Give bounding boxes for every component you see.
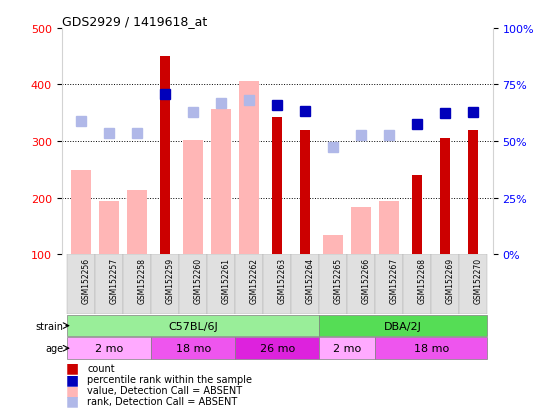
Text: age: age — [45, 343, 63, 354]
Text: GSM152268: GSM152268 — [417, 257, 426, 303]
Bar — [440, 139, 450, 254]
Bar — [352, 208, 371, 254]
Bar — [380, 202, 399, 254]
Bar — [468, 131, 478, 254]
Text: rank, Detection Call = ABSENT: rank, Detection Call = ABSENT — [87, 396, 238, 406]
Bar — [212, 109, 231, 254]
FancyBboxPatch shape — [235, 254, 263, 315]
FancyBboxPatch shape — [123, 254, 151, 315]
FancyBboxPatch shape — [291, 254, 319, 315]
FancyBboxPatch shape — [403, 254, 431, 315]
Text: GSM152258: GSM152258 — [137, 257, 146, 303]
Text: percentile rank within the sample: percentile rank within the sample — [87, 374, 253, 384]
Bar — [324, 236, 343, 254]
FancyBboxPatch shape — [95, 254, 123, 315]
FancyBboxPatch shape — [319, 254, 347, 315]
Text: GSM152259: GSM152259 — [165, 257, 174, 304]
Text: GSM152261: GSM152261 — [221, 257, 230, 303]
Text: 18 mo: 18 mo — [414, 343, 449, 354]
FancyBboxPatch shape — [151, 337, 235, 359]
FancyBboxPatch shape — [67, 315, 319, 337]
FancyBboxPatch shape — [263, 254, 291, 315]
FancyBboxPatch shape — [459, 254, 487, 315]
Text: 2 mo: 2 mo — [333, 343, 361, 354]
Bar — [128, 191, 147, 254]
Text: C57BL/6J: C57BL/6J — [169, 321, 218, 331]
Bar — [272, 118, 282, 254]
Text: GSM152264: GSM152264 — [305, 257, 314, 304]
FancyBboxPatch shape — [207, 254, 235, 315]
Bar — [412, 176, 422, 254]
FancyBboxPatch shape — [179, 254, 207, 315]
FancyBboxPatch shape — [67, 254, 95, 315]
Bar — [240, 81, 259, 254]
FancyBboxPatch shape — [319, 315, 487, 337]
Bar — [72, 171, 91, 254]
FancyBboxPatch shape — [235, 337, 319, 359]
Text: GSM152269: GSM152269 — [445, 257, 454, 304]
Text: GSM152262: GSM152262 — [249, 257, 258, 303]
Text: ■: ■ — [66, 361, 79, 375]
FancyBboxPatch shape — [151, 254, 179, 315]
Text: GSM152263: GSM152263 — [277, 257, 286, 304]
Text: ■: ■ — [66, 394, 79, 408]
FancyBboxPatch shape — [375, 337, 487, 359]
FancyBboxPatch shape — [375, 254, 403, 315]
Text: strain: strain — [35, 321, 63, 331]
FancyBboxPatch shape — [67, 337, 151, 359]
Text: GSM152270: GSM152270 — [473, 257, 482, 304]
Text: count: count — [87, 363, 115, 373]
Text: 2 mo: 2 mo — [95, 343, 123, 354]
Text: DBA/2J: DBA/2J — [384, 321, 422, 331]
FancyBboxPatch shape — [431, 254, 459, 315]
Bar — [160, 57, 170, 254]
Text: 18 mo: 18 mo — [176, 343, 211, 354]
Bar — [184, 140, 203, 254]
Text: value, Detection Call = ABSENT: value, Detection Call = ABSENT — [87, 385, 242, 395]
Text: GSM152260: GSM152260 — [193, 257, 202, 304]
Text: GSM152265: GSM152265 — [333, 257, 342, 304]
Bar — [300, 131, 310, 254]
Bar — [100, 202, 119, 254]
Text: GSM152267: GSM152267 — [389, 257, 398, 304]
FancyBboxPatch shape — [347, 254, 375, 315]
Text: GSM152266: GSM152266 — [361, 257, 370, 304]
Text: ■: ■ — [66, 383, 79, 397]
Text: 26 mo: 26 mo — [260, 343, 295, 354]
Text: GSM152257: GSM152257 — [109, 257, 118, 304]
Text: GDS2929 / 1419618_at: GDS2929 / 1419618_at — [62, 15, 207, 28]
FancyBboxPatch shape — [319, 337, 375, 359]
Text: GSM152256: GSM152256 — [81, 257, 90, 304]
Text: ■: ■ — [66, 372, 79, 386]
